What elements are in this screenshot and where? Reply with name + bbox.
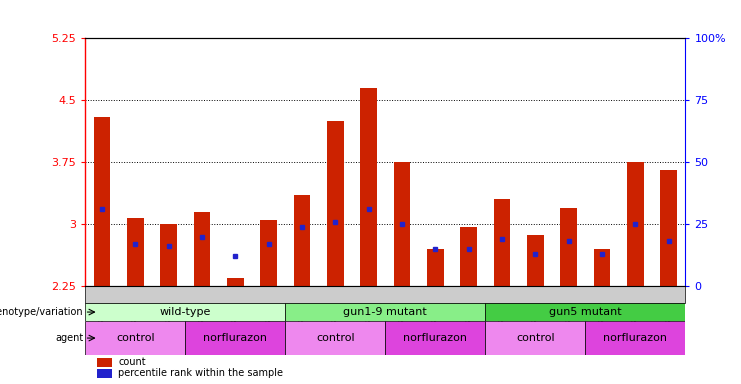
Bar xyxy=(485,303,685,321)
Bar xyxy=(285,303,485,321)
Bar xyxy=(127,217,144,286)
Text: norflurazon: norflurazon xyxy=(603,333,668,343)
Text: norflurazon: norflurazon xyxy=(403,333,468,343)
Bar xyxy=(97,369,112,378)
Text: count: count xyxy=(119,358,146,367)
Bar xyxy=(494,199,511,286)
Text: control: control xyxy=(516,333,555,343)
Text: genotype/variation: genotype/variation xyxy=(0,307,84,317)
Text: control: control xyxy=(116,333,155,343)
Bar xyxy=(660,170,677,286)
Bar xyxy=(285,321,385,356)
Bar xyxy=(460,227,477,286)
Bar xyxy=(85,303,285,321)
Bar xyxy=(427,249,444,286)
Bar xyxy=(485,321,585,356)
Bar xyxy=(293,195,310,286)
Bar xyxy=(193,212,210,286)
Bar xyxy=(260,220,277,286)
Bar xyxy=(360,88,377,286)
Bar xyxy=(627,162,644,286)
Bar xyxy=(385,321,485,356)
Bar xyxy=(585,321,685,356)
Bar xyxy=(393,162,411,286)
Text: gun1-9 mutant: gun1-9 mutant xyxy=(343,307,428,317)
Text: percentile rank within the sample: percentile rank within the sample xyxy=(119,369,283,379)
Text: control: control xyxy=(316,333,355,343)
Text: wild-type: wild-type xyxy=(159,307,211,317)
Bar xyxy=(97,358,112,367)
Bar xyxy=(85,321,185,356)
Bar xyxy=(93,117,110,286)
Bar xyxy=(160,224,177,286)
Bar xyxy=(327,121,344,286)
Text: norflurazon: norflurazon xyxy=(203,333,268,343)
Text: agent: agent xyxy=(56,333,84,343)
Bar xyxy=(185,321,285,356)
Bar xyxy=(594,249,611,286)
Bar xyxy=(560,208,577,286)
Bar xyxy=(85,286,685,303)
Text: gun5 mutant: gun5 mutant xyxy=(549,307,622,317)
Bar xyxy=(227,278,244,286)
Bar xyxy=(527,235,544,286)
